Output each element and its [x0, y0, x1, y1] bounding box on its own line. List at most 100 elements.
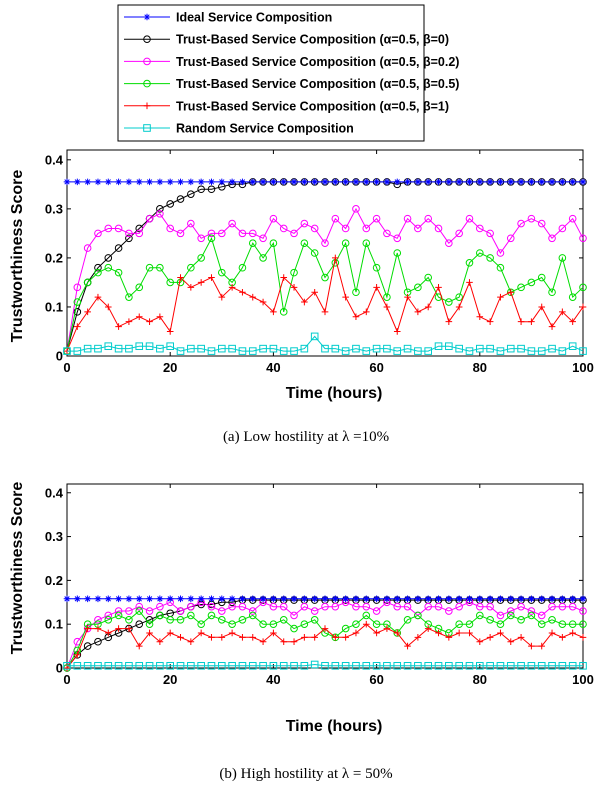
data-point-b-3-24 [310, 616, 319, 624]
data-point-b-5-5 [114, 662, 123, 670]
data-point-b-3-49 [568, 620, 577, 628]
data-point-a-2-15 [218, 229, 226, 238]
data-point-b-5-39 [465, 662, 474, 670]
data-point-b-4-26 [332, 634, 339, 641]
data-point-a-5-48 [558, 347, 567, 355]
data-point-a-2-31 [383, 229, 391, 238]
data-point-b-1-7 [135, 620, 144, 628]
data-point-b-4-43 [507, 638, 515, 646]
legend-marker-4 [143, 102, 151, 110]
data-point-b-3-6 [125, 616, 133, 624]
data-point-b-0-7 [135, 595, 143, 603]
data-point-b-2-45 [527, 607, 536, 615]
data-point-a-2-49 [568, 214, 577, 223]
data-point-b-2-42 [496, 611, 505, 620]
data-point-a-0-29 [362, 178, 370, 186]
data-point-b-0-38 [455, 595, 463, 603]
data-point-a-2-2 [83, 244, 92, 252]
data-point-a-0-44 [517, 178, 525, 186]
data-point-b-4-33 [404, 642, 411, 650]
data-point-b-2-25 [321, 602, 329, 611]
data-point-a-2-17 [238, 229, 247, 238]
axes-box-a [66, 149, 584, 357]
caption-a: (a) Low hostility at λ =10% [223, 429, 389, 445]
data-point-a-5-49 [568, 342, 577, 350]
data-point-a-2-21 [279, 224, 288, 233]
data-point-b-3-33 [403, 616, 412, 624]
data-point-b-0-40 [476, 595, 484, 603]
data-point-b-0-42 [497, 595, 504, 603]
data-point-a-4-47 [548, 323, 556, 330]
data-point-a-5-23 [300, 344, 309, 353]
data-point-b-3-44 [517, 616, 525, 624]
series-line-a-2 [66, 207, 584, 352]
x-tick-label-b-2: 40 [266, 672, 280, 687]
data-point-a-5-34 [414, 347, 422, 355]
data-point-a-0-35 [424, 178, 432, 186]
data-point-a-3-39 [465, 259, 474, 267]
data-point-b-4-18 [249, 634, 257, 641]
data-point-a-3-3 [94, 268, 102, 277]
y-tick-label-b-0: 0 [56, 661, 63, 676]
data-point-a-5-30 [372, 344, 381, 353]
data-point-b-2-16 [228, 602, 236, 611]
data-point-b-5-18 [248, 662, 257, 670]
series-line-b-2 [66, 601, 584, 669]
data-point-b-4-35 [424, 625, 432, 632]
data-point-a-0-37 [445, 178, 453, 186]
data-point-a-2-25 [321, 239, 329, 247]
data-point-a-2-50 [579, 234, 587, 243]
data-point-a-2-46 [537, 219, 546, 228]
data-point-a-4-2 [84, 308, 91, 316]
data-point-a-2-19 [259, 234, 267, 243]
data-point-b-4-22 [290, 638, 298, 646]
data-point-a-0-0 [63, 178, 71, 186]
data-point-a-1-1 [73, 308, 82, 316]
data-point-b-5-26 [331, 662, 340, 670]
data-point-a-3-15 [218, 268, 226, 277]
data-point-a-5-28 [352, 344, 360, 353]
legend-marker-1 [143, 35, 151, 44]
data-point-b-5-0 [63, 662, 71, 670]
series-line-a-4 [66, 257, 584, 352]
data-point-a-5-22 [290, 347, 298, 355]
data-point-b-3-41 [486, 616, 494, 624]
data-point-a-2-24 [310, 224, 319, 233]
data-point-a-5-16 [228, 344, 236, 353]
data-point-a-5-15 [218, 344, 226, 353]
data-point-a-5-41 [486, 344, 494, 353]
data-point-a-3-37 [445, 298, 453, 306]
data-point-a-3-21 [279, 308, 288, 316]
data-point-b-4-44 [517, 634, 525, 641]
data-point-a-0-46 [538, 178, 546, 186]
data-point-a-5-29 [362, 347, 371, 355]
series-line-a-5 [67, 335, 584, 352]
data-point-b-0-1 [74, 595, 81, 603]
data-point-b-2-28 [352, 602, 360, 611]
data-point-b-4-46 [538, 642, 546, 650]
data-point-a-4-16 [228, 284, 236, 291]
y-axis-label-a: Trustworthiness Score [9, 170, 26, 343]
data-point-a-2-32 [393, 234, 402, 243]
data-point-b-4-28 [352, 629, 360, 637]
data-point-a-4-8 [146, 318, 153, 325]
data-point-b-0-34 [414, 595, 422, 603]
data-point-b-4-7 [135, 642, 143, 650]
data-point-a-5-13 [197, 344, 205, 353]
data-point-b-5-40 [476, 662, 484, 670]
data-point-b-2-29 [362, 602, 371, 611]
data-point-a-4-40 [476, 313, 484, 321]
legend-marker-0 [143, 13, 151, 21]
data-point-b-5-34 [414, 662, 422, 670]
data-point-a-1-14 [207, 185, 216, 194]
data-point-b-5-36 [434, 662, 443, 670]
data-point-a-4-50 [579, 303, 587, 311]
data-point-a-4-6 [125, 318, 133, 325]
data-point-a-0-47 [548, 178, 556, 186]
data-point-b-0-15 [218, 595, 226, 603]
data-point-b-0-41 [486, 595, 494, 603]
caption-b: (b) High hostility at λ = 50% [219, 766, 392, 782]
data-point-b-3-20 [269, 620, 278, 628]
data-point-b-3-15 [218, 616, 226, 624]
data-point-b-4-11 [177, 634, 184, 641]
